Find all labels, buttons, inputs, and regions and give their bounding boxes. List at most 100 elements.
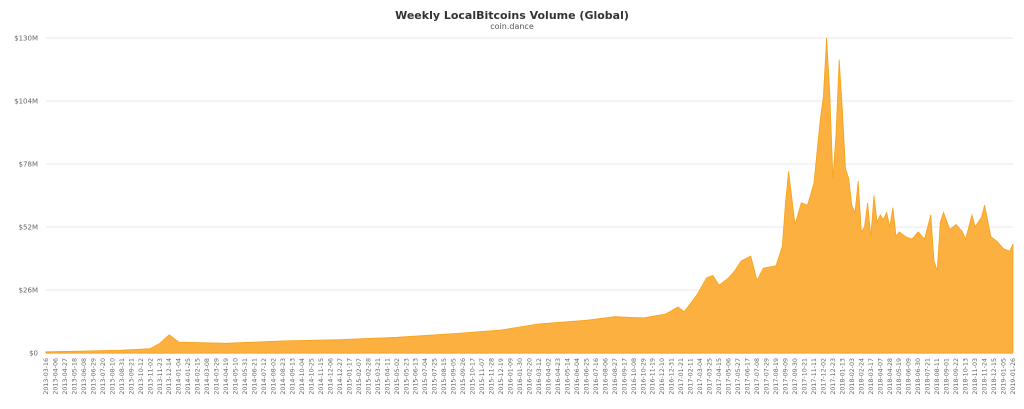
x-tick-label: 2017-09-30 (792, 358, 799, 395)
x-tick-label: 2016-10-29 (640, 358, 647, 395)
x-tick-label: 2014-12-27 (337, 358, 344, 395)
x-tick-label: 2013-07-20 (100, 358, 107, 395)
y-tick-label: $52M (19, 224, 38, 232)
x-tick-label: 2014-01-04 (176, 358, 183, 395)
x-tick-label: 2013-12-14 (166, 358, 173, 395)
x-tick-label: 2018-02-03 (849, 358, 856, 395)
x-tick-label: 2018-09-01 (944, 358, 951, 395)
y-tick-label: $26M (19, 287, 38, 295)
x-tick-label: 2018-08-11 (934, 358, 941, 395)
x-tick-label: 2014-10-25 (309, 358, 316, 395)
x-tick-label: 2016-03-12 (536, 358, 543, 395)
x-tick-label: 2013-03-16 (43, 358, 50, 395)
x-tick-label: 2014-12-06 (327, 358, 334, 395)
x-tick-label: 2017-11-11 (811, 358, 818, 395)
x-tick-label: 2016-01-09 (508, 358, 515, 395)
x-tick-label: 2018-05-19 (896, 358, 903, 395)
plot-area (45, 37, 1014, 354)
x-tick-label: 2015-06-13 (413, 358, 420, 395)
x-tick-label: 2017-07-29 (764, 358, 771, 395)
x-tick-label: 2014-05-10 (233, 358, 240, 395)
y-tick-label: $104M (14, 98, 38, 106)
x-tick-label: 2019-01-05 (1001, 358, 1008, 395)
x-tick-label: 2014-07-12 (261, 358, 268, 395)
x-tick-label: 2017-12-23 (830, 358, 837, 395)
chart-title: Weekly LocalBitcoins Volume (Global) (395, 9, 629, 22)
x-tick-label: 2013-06-08 (81, 358, 88, 395)
x-tick-label: 2015-02-28 (365, 358, 372, 395)
x-tick-label: 2014-03-08 (204, 358, 211, 395)
x-tick-label: 2015-07-25 (432, 358, 439, 395)
x-tick-label: 2018-07-21 (925, 358, 932, 395)
x-tick-label: 2017-09-09 (783, 358, 790, 395)
x-tick-label: 2017-04-15 (716, 358, 723, 395)
x-tick-label: 2017-05-27 (735, 358, 742, 395)
x-tick-label: 2015-12-19 (498, 358, 505, 395)
x-tick-label: 2013-06-29 (90, 358, 97, 395)
x-tick-label: 2017-02-11 (688, 358, 695, 395)
x-tick-label: 2018-10-13 (963, 358, 970, 395)
x-tick-label: 2014-09-13 (290, 358, 297, 395)
x-tick-label: 2019-01-26 (1010, 358, 1017, 395)
x-tick-label: 2017-05-06 (726, 358, 733, 395)
x-tick-label: 2018-03-17 (868, 358, 875, 395)
x-tick-label: 2018-12-15 (991, 358, 998, 395)
x-tick-label: 2015-08-15 (441, 358, 448, 395)
x-tick-label: 2015-02-07 (356, 358, 363, 395)
x-tick-label: 2013-11-23 (157, 358, 164, 395)
x-tick-label: 2018-06-30 (915, 358, 922, 395)
x-tick-label: 2016-02-20 (527, 358, 534, 395)
x-tick-label: 2017-10-21 (801, 358, 808, 395)
x-tick-label: 2017-06-17 (745, 358, 752, 395)
x-tick-label: 2013-08-10 (109, 358, 116, 395)
x-tick-label: 2017-03-25 (707, 358, 714, 395)
x-tick-label: 2018-02-24 (858, 358, 865, 395)
x-tick-label: 2015-10-17 (470, 358, 477, 395)
x-tick-label: 2015-05-02 (394, 358, 401, 395)
x-tick-label: 2018-11-03 (972, 358, 979, 395)
x-tick-label: 2013-05-18 (71, 358, 78, 395)
volume-area (45, 37, 1014, 354)
x-tick-label: 2015-09-26 (460, 358, 467, 395)
x-tick-label: 2016-09-17 (621, 358, 628, 395)
x-tick-label: 2014-08-02 (271, 358, 278, 395)
x-tick-label: 2014-04-19 (223, 358, 230, 395)
x-tick-label: 2014-02-15 (195, 358, 202, 395)
x-tick-label: 2018-11-24 (982, 358, 989, 395)
y-tick-label: $130M (14, 35, 38, 43)
y-tick-label: $0 (29, 350, 38, 358)
x-tick-label: 2015-04-11 (384, 358, 391, 395)
x-tick-label: 2016-04-02 (546, 358, 553, 395)
x-tick-label: 2015-07-04 (422, 358, 429, 395)
x-tick-label: 2018-09-22 (953, 358, 960, 395)
x-tick-label: 2014-10-04 (299, 358, 306, 395)
x-tick-label: 2014-05-31 (242, 358, 249, 395)
x-tick-label: 2015-09-05 (451, 358, 458, 395)
x-tick-label: 2017-07-08 (754, 358, 761, 395)
x-tick-label: 2014-11-15 (318, 358, 325, 395)
x-tick-label: 2016-06-04 (574, 358, 581, 395)
x-tick-label: 2017-12-02 (820, 358, 827, 395)
x-tick-label: 2013-09-21 (128, 358, 135, 395)
x-tick-label: 2014-06-21 (252, 358, 259, 395)
x-tick-label: 2015-11-28 (489, 358, 496, 395)
x-tick-label: 2016-08-27 (612, 358, 619, 395)
x-tick-label: 2016-05-14 (564, 358, 571, 395)
x-tick-label: 2013-10-12 (138, 358, 145, 395)
x-tick-label: 2016-12-31 (669, 358, 676, 395)
x-tick-label: 2016-10-08 (631, 358, 638, 395)
x-tick-label: 2013-04-27 (62, 358, 69, 395)
y-axis: $0 $26M $52M $78M $104M $130M (14, 35, 38, 358)
x-tick-label: 2016-07-16 (593, 358, 600, 395)
x-tick-label: 2016-01-30 (517, 358, 524, 395)
chart-subtitle: coin.dance (490, 22, 534, 31)
x-tick-label: 2013-08-31 (119, 358, 126, 395)
x-tick-label: 2018-04-28 (887, 358, 894, 395)
x-tick-label: 2015-11-07 (479, 358, 486, 395)
x-tick-label: 2016-04-23 (555, 358, 562, 395)
x-tick-label: 2018-01-13 (839, 358, 846, 395)
x-tick-label: 2015-05-23 (403, 358, 410, 395)
x-tick-label: 2015-01-17 (346, 358, 353, 395)
x-tick-label: 2016-08-06 (602, 358, 609, 395)
